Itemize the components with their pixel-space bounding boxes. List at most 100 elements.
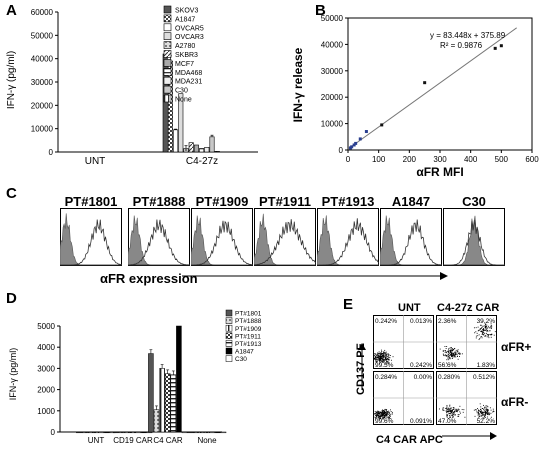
panel-c-histogram xyxy=(317,208,379,266)
panel-d-legend-swatch xyxy=(225,324,233,332)
panel-d-bar-pt1909 xyxy=(198,431,204,434)
panel-d-legend-swatch xyxy=(225,309,233,317)
panel-e-x-arrow xyxy=(442,432,497,440)
panel-e-events xyxy=(438,403,495,420)
panel-b-x-tick-label: 300 xyxy=(433,155,447,164)
panel-d-legend-swatch xyxy=(225,347,233,355)
panel-e-x-axis-label: C4 CAR APC xyxy=(376,434,443,446)
panel-a-y-tick-label: 10000 xyxy=(31,125,54,134)
panel-a-legend-swatch xyxy=(163,32,172,41)
panel-c-afr-histogram xyxy=(60,219,122,266)
panel-d-legend-label: PT#1888 xyxy=(235,318,262,325)
panel-b-y-tick-label: 30000 xyxy=(321,67,344,76)
panel-d-y-tick-label: 3000 xyxy=(37,364,55,373)
panel-b-point xyxy=(499,44,503,48)
panel-a-y-tick-label: 0 xyxy=(49,148,54,157)
panel-e-quadrant-ll: 99.5% xyxy=(375,362,394,369)
panel-c-histograms: PT#1801 PT#1888 PT#1909 PT#1911 PT#1913 A1847… xyxy=(0,186,550,296)
panel-e-quadrant-lr: 1.83% xyxy=(477,362,496,369)
panel-a-bar-mcf7 xyxy=(193,144,199,153)
panel-e-y-arrow xyxy=(358,343,366,390)
panel-b-point xyxy=(350,145,354,149)
panel-d-bar-pt1913 xyxy=(170,374,177,433)
panel-d-y-axis-label: IFN-γ (pg/ml) xyxy=(8,348,18,401)
panel-e-row-label-afr-neg: αFR- xyxy=(501,395,529,409)
panel-a-legend-label: MDA468 xyxy=(175,70,202,77)
panel-b-y-tick-label: 20000 xyxy=(321,93,344,102)
panel-c-sample-label: PT#1888 xyxy=(132,194,186,209)
panel-b-point xyxy=(493,46,497,50)
panel-e-flow-plot: 0.284% 0.00% 99.6% 0.091% xyxy=(373,371,434,425)
panel-a-y-tick-label: 40000 xyxy=(31,55,54,64)
panel-d-y-tick-label: 4000 xyxy=(37,343,55,352)
panel-c-afr-histogram xyxy=(128,219,190,266)
panel-b-r-squared: R² = 0.9876 xyxy=(440,41,483,50)
panel-c-letter: C xyxy=(6,185,17,202)
panel-d-bar-pt1888 xyxy=(192,431,199,434)
panel-a-y-tick-label: 50000 xyxy=(31,31,54,40)
panel-d-bar-pt1888 xyxy=(118,431,125,434)
panel-d-bar-pt1911 xyxy=(203,431,210,434)
panel-e-events xyxy=(374,349,394,364)
panel-a-legend-swatch xyxy=(163,94,172,103)
panel-e-quadrant-ul: 0.280% xyxy=(438,374,460,381)
panel-e-quadrant-ur: 0.512% xyxy=(473,374,495,381)
panel-d-legend-label: PT#1909 xyxy=(235,326,262,333)
panel-d-bar-c30 xyxy=(181,431,188,434)
panel-c-sample-label: PT#1801 xyxy=(64,194,118,209)
panel-d-bar-pt1913 xyxy=(135,431,142,434)
panel-d-legend-swatch xyxy=(225,355,233,362)
panel-d-bar-pt1911 xyxy=(92,431,99,434)
panel-b-y-tick-label: 10000 xyxy=(321,120,344,129)
panel-e-quadrant-ul: 0.284% xyxy=(375,374,397,381)
panel-b-y-tick-label: 50000 xyxy=(321,14,344,23)
panel-b-x-tick-label: 200 xyxy=(403,155,417,164)
panel-d-legend-label: PT#1913 xyxy=(235,341,262,348)
panel-a-legend-label: MCF7 xyxy=(175,61,194,68)
panel-b-point xyxy=(423,81,427,85)
panel-e-flow-plots: 0.242% 0.013% 99.5% 0.242% 2.36% 39.2% 56.6% 1.… xyxy=(373,315,499,435)
panel-d-bar-pt1801 xyxy=(113,431,119,434)
panel-c-sample-label: PT#1911 xyxy=(258,194,312,209)
panel-a-legend-swatch xyxy=(163,59,172,67)
panel-c-sample-label: PT#1909 xyxy=(195,194,249,209)
panel-b-letter: B xyxy=(315,2,326,19)
panel-b-point xyxy=(364,130,368,134)
panel-a-legend-swatch xyxy=(163,14,172,23)
panel-a-bar-skbr3 xyxy=(188,142,194,153)
panel-d-legend-label: A1847 xyxy=(235,349,254,356)
panel-b-y-axis-label: IFN-γ release xyxy=(291,47,305,122)
panel-b-y-tick-label: 40000 xyxy=(321,40,344,49)
panel-d-bar-pt1801 xyxy=(148,353,154,433)
panel-a-y-tick-label: 30000 xyxy=(31,78,54,87)
panel-b-fit-equation: y = 83.448x + 375.89 xyxy=(430,31,506,40)
panel-a-legend-label: C30 xyxy=(175,88,188,95)
panel-a-legend-swatch xyxy=(163,5,172,14)
panel-b-point xyxy=(354,141,358,145)
panel-e-flow-plot: 2.36% 39.2% 56.6% 1.83% xyxy=(436,315,497,369)
panel-a-group-label-c4: C4-27z xyxy=(186,156,218,167)
panel-a-legend-swatch xyxy=(163,23,172,32)
panel-e-col-header-unt: UNT xyxy=(398,302,421,314)
panel-c-sample-label: A1847 xyxy=(391,194,431,209)
panel-c-afr-histogram xyxy=(254,219,316,266)
panel-a-bar-ovcar3 xyxy=(178,93,184,153)
panel-a-legend-label: SKBR3 xyxy=(175,52,198,59)
panel-c-sample-label: C30 xyxy=(462,194,486,209)
panel-d-letter: D xyxy=(6,290,17,307)
panel-e-quadrant-ur: 39.2% xyxy=(477,318,496,325)
panel-b-x-tick-label: 500 xyxy=(495,155,509,164)
panel-d-legend-swatch xyxy=(225,317,233,324)
panel-a-chart: 0 10000 20000 30000 40000 50000 60000 SKOV3A18… xyxy=(6,5,258,167)
panel-d-bar-pt1909 xyxy=(124,431,130,434)
panel-c-x-axis-label: αFR expression xyxy=(100,271,198,286)
panel-d-bar-pt1909 xyxy=(159,368,165,433)
panel-e-quadrant-ur: 0.013% xyxy=(410,318,432,325)
panel-c-histogram xyxy=(191,208,253,266)
panel-b-fit-line xyxy=(347,27,517,150)
panel-c-afr-histogram xyxy=(443,220,505,266)
panel-d-bar-a1847 xyxy=(215,431,221,434)
panel-b-x-tick-label: 400 xyxy=(464,155,478,164)
panel-a-y-tick-label: 60000 xyxy=(31,8,54,17)
panel-c-histogram xyxy=(254,208,316,266)
